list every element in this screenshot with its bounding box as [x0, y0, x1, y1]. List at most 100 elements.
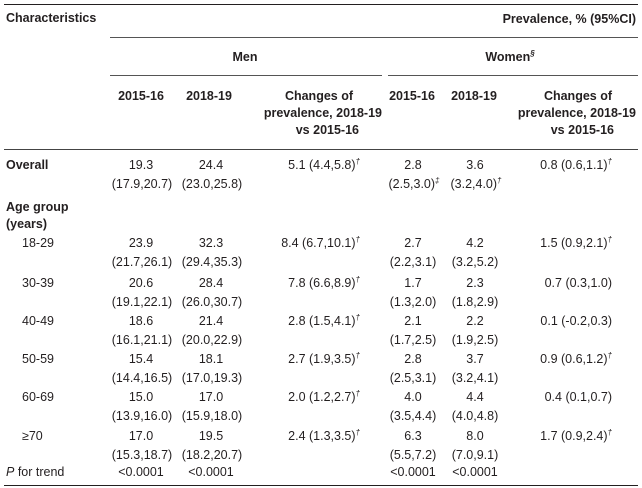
overall-women-2018-ci: (3.2,4.0) [450, 177, 498, 191]
age-row-women-change-mark: † [607, 351, 612, 360]
age-row-men-2018: 19.5 [198, 429, 224, 443]
women-2018-col-header: 2018-19 [451, 89, 497, 103]
p-trend-label-p: P [6, 465, 15, 479]
age-row-men-2018: 17.0 [198, 390, 224, 404]
women-changes-col-header-l2: prevalence, 2018-19 [517, 106, 636, 120]
age-row-women-2018-ci: (4.0,4.8) [451, 409, 499, 423]
age-row-women-2018-ci: (3.2,4.1) [451, 371, 499, 385]
p-trend-label-rest: for trend [14, 465, 65, 479]
women-header-wrap: Women§ [485, 50, 534, 65]
age-row-women-change-value: 0.4 (0.1,0.7) [544, 390, 612, 404]
overall-men-change: 5.1 (4.4,5.8)† [288, 158, 360, 173]
women-2015-col-header: 2015-16 [389, 89, 435, 103]
age-row-women-2015-ci: (2.5,3.1) [389, 371, 437, 385]
age-row-men-change-value: 7.8 (6.6,8.9) [288, 276, 356, 290]
overall-women-2015-mark: ‡ [435, 176, 440, 185]
overall-men-2018-ci: (23.0,25.8) [181, 177, 243, 191]
age-row-men-change: 2.4 (1.3,3.5)† [288, 429, 360, 444]
age-row-men-change-mark: † [355, 428, 360, 437]
overall-men-2015: 19.3 [128, 158, 154, 172]
women-underline [388, 75, 638, 76]
p-trend-women-2018: <0.0001 [452, 465, 498, 479]
age-row-men-change: 7.8 (6.6,8.9)† [288, 276, 360, 291]
age-row-women-2015: 2.8 [404, 352, 422, 366]
header-bottom-rule [4, 149, 638, 150]
age-row-men-2015: 20.6 [128, 276, 154, 290]
age-row-men-2015-ci: (19.1,22.1) [111, 295, 173, 309]
age-row-women-2015-ci: (2.2,3.1) [389, 255, 437, 269]
age-row-men-2018-ci: (18.2,20.7) [181, 448, 243, 462]
age-row-label: 60-69 [22, 390, 54, 404]
age-row-men-2015-ci: (13.9,16.0) [111, 409, 173, 423]
overall-women-2015-ci: (2.5,3.0) [388, 177, 436, 191]
age-group-label-l2: (years) [6, 217, 47, 231]
age-row-women-change-value: 1.7 (0.9,2.4) [540, 429, 608, 443]
age-row-women-change-mark: † [607, 428, 612, 437]
age-row-men-change-value: 2.4 (1.3,3.5) [288, 429, 356, 443]
age-row-men-change-mark: † [355, 235, 360, 244]
overall-women-change-value: 0.8 (0.6,1.1) [540, 158, 608, 172]
age-row-men-2015-ci: (14.4,16.5) [111, 371, 173, 385]
age-row-label: 18-29 [22, 236, 54, 250]
age-row-men-2015-ci: (15.3,18.7) [111, 448, 173, 462]
age-row-men-2018: 21.4 [198, 314, 224, 328]
age-row-women-2015: 2.7 [404, 236, 422, 250]
age-row-men-2018: 32.3 [198, 236, 224, 250]
p-trend-label: P for trend [6, 465, 64, 480]
overall-men-change-value: 5.1 (4.4,5.8) [288, 158, 356, 172]
overall-women-2015-ci-wrap: (2.5,3.0)‡ [388, 177, 439, 192]
age-row-men-change: 2.0 (1.2,2.7)† [288, 390, 360, 405]
age-row-label: 50-59 [22, 352, 54, 366]
overall-women-2018: 3.6 [466, 158, 484, 172]
age-row-men-2015-ci: (16.1,21.1) [111, 333, 173, 347]
age-group-label-l1: Age group [6, 200, 69, 214]
age-row-women-2018-ci: (1.8,2.9) [451, 295, 499, 309]
age-row-men-2015: 23.9 [128, 236, 154, 250]
age-row-men-2018: 18.1 [198, 352, 224, 366]
overall-women-2018-ci-wrap: (3.2,4.0)† [450, 177, 501, 192]
age-row-women-2015: 4.0 [404, 390, 422, 404]
p-trend-men-2018: <0.0001 [188, 465, 234, 479]
overall-men-change-mark: † [355, 157, 360, 166]
age-row-women-2018-ci: (1.9,2.5) [451, 333, 499, 347]
age-row-men-change-mark: † [355, 275, 360, 284]
age-row-women-2015: 1.7 [404, 276, 422, 290]
age-row-men-change-mark: † [355, 351, 360, 360]
age-row-women-change-value: 1.5 (0.9,2.1) [540, 236, 608, 250]
age-row-women-change: 0.7 (0.3,1.0) [545, 276, 612, 291]
age-row-men-2015: 17.0 [128, 429, 154, 443]
age-row-men-2015: 15.0 [128, 390, 154, 404]
top-rule [4, 4, 638, 5]
men-header: Men [232, 50, 258, 64]
age-row-women-change-value: 0.1 (-0.2,0.3) [540, 314, 612, 328]
age-row-women-2018: 2.2 [466, 314, 484, 328]
overall-women-change-mark: † [607, 157, 612, 166]
age-row-women-2018: 2.3 [466, 276, 484, 290]
age-row-women-2018: 8.0 [466, 429, 484, 443]
age-row-women-change: 0.4 (0.1,0.7) [545, 390, 612, 405]
age-row-women-2015-ci: (3.5,4.4) [389, 409, 437, 423]
age-row-men-2018-ci: (17.0,19.3) [181, 371, 243, 385]
overall-label: Overall [6, 158, 49, 172]
age-row-women-2015: 2.1 [404, 314, 422, 328]
age-row-men-change-mark: † [355, 313, 360, 322]
overall-men-2018: 24.4 [198, 158, 224, 172]
age-row-women-change: 0.9 (0.6,1.2)† [540, 352, 612, 367]
age-row-men-2018-ci: (20.0,22.9) [181, 333, 243, 347]
age-row-men-2015: 18.6 [128, 314, 154, 328]
men-2015-col-header: 2015-16 [118, 89, 164, 103]
age-row-label: 40-49 [22, 314, 54, 328]
overall-men-2015-ci: (17.9,20.7) [111, 177, 173, 191]
age-row-men-2015: 15.4 [128, 352, 154, 366]
age-row-men-change-value: 2.7 (1.9,3.5) [288, 352, 356, 366]
age-row-women-change: 1.7 (0.9,2.4)† [540, 429, 612, 444]
women-header: Women [485, 50, 531, 64]
age-row-men-2018-ci: (29.4,35.3) [181, 255, 243, 269]
age-row-label: ≥70 [22, 429, 43, 443]
overall-women-change: 0.8 (0.6,1.1)† [540, 158, 612, 173]
age-row-women-2015-ci: (1.3,2.0) [389, 295, 437, 309]
men-changes-col-header-l3: vs 2015-16 [295, 123, 359, 137]
age-row-men-change-value: 2.8 (1.5,4.1) [288, 314, 356, 328]
characteristics-header: Characteristics [6, 11, 97, 25]
age-row-men-2018-ci: (15.9,18.0) [181, 409, 243, 423]
